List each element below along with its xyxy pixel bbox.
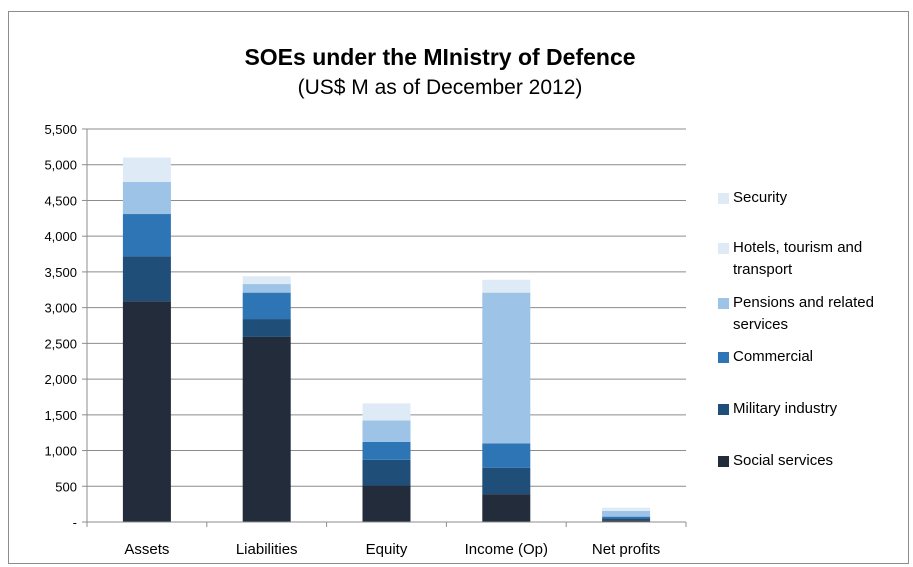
bar-segment	[482, 467, 531, 495]
legend-swatch-pensions	[718, 298, 729, 309]
chart-title: SOEs under the MInistry of Defence	[244, 44, 636, 70]
y-tick-label: 500	[55, 479, 77, 494]
legend-label-commercial: Commercial	[733, 348, 814, 365]
legend-swatch-commercial	[718, 352, 729, 363]
bar-segment	[602, 510, 651, 517]
bar-segment	[602, 507, 651, 511]
x-tick-label: Equity	[366, 541, 408, 558]
y-tick-labels: - 500 1,000 1,500 2,000 2,500 3,000 3,500 4,000 4…	[44, 122, 77, 530]
y-tick-label: 2,500	[44, 336, 77, 351]
legend-label-pensions: Pensions and related services	[733, 294, 874, 333]
legend-label-security: Security	[733, 189, 788, 206]
bar-segment	[242, 336, 291, 522]
bars	[122, 157, 651, 522]
bar-segment	[602, 520, 651, 522]
y-tick-label: 1,500	[44, 408, 77, 423]
bar-segment	[362, 441, 411, 460]
bar-segment	[362, 403, 411, 421]
legend-swatch-security	[718, 193, 729, 204]
bar-segment	[242, 292, 291, 320]
bar-segment	[122, 301, 171, 522]
x-tick-label: Assets	[124, 541, 169, 558]
y-tick-label: 4,500	[44, 193, 77, 208]
bar-segment	[122, 256, 171, 302]
bar-segment	[242, 284, 291, 293]
legend-swatch-social	[718, 456, 729, 467]
legend-swatch-military	[718, 404, 729, 415]
chart-subtitle: (US$ M as of December 2012)	[297, 76, 583, 99]
y-tick-label: 2,000	[44, 372, 77, 387]
bar-segment	[242, 276, 291, 285]
y-tick-label: 3,000	[44, 301, 77, 316]
bar-segment	[362, 485, 411, 522]
bar-segment	[122, 214, 171, 257]
x-tick-label: Liabilities	[236, 541, 298, 558]
bar-segment	[122, 181, 171, 215]
bar-segment	[362, 420, 411, 442]
y-tick-label: 3,500	[44, 265, 77, 280]
legend-label-military: Military industry	[733, 400, 838, 417]
y-tick-label: 5,000	[44, 158, 77, 173]
bar-segment	[602, 516, 651, 519]
bar-segment	[482, 292, 531, 444]
bar-segment	[362, 459, 411, 486]
x-tick-label: Income (Op)	[465, 541, 548, 558]
legend-label-hotels: Hotels, tourism and transport	[733, 239, 863, 278]
y-tick-label: -	[73, 515, 77, 530]
y-tick-label: 4,000	[44, 229, 77, 244]
x-tick-labels: Assets Liabilities Equity Income (Op) Net pr…	[124, 541, 660, 558]
bar-segment	[242, 319, 291, 337]
y-tick-label: 1,000	[44, 444, 77, 459]
axes	[86, 129, 687, 527]
legend-label-social: Social services	[733, 452, 834, 469]
x-tick-label: Net profits	[592, 541, 660, 558]
legend-swatch-hotels	[718, 243, 729, 254]
bar-segment	[482, 494, 531, 522]
bar-segment	[482, 443, 531, 468]
y-tick-label: 5,500	[44, 122, 77, 137]
bar-segment	[602, 518, 651, 521]
bar-segment	[122, 157, 171, 182]
bar-segment	[482, 279, 531, 293]
